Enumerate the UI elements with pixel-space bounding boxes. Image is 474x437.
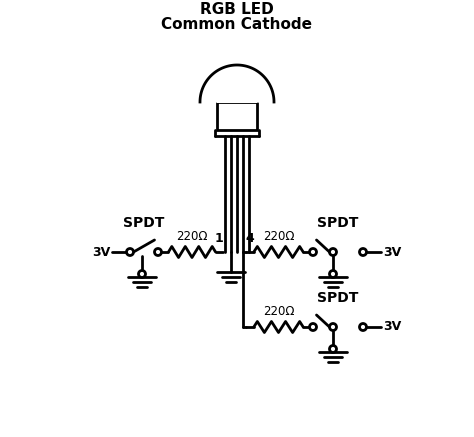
Text: 3V: 3V (92, 246, 110, 259)
Text: Common Cathode: Common Cathode (162, 17, 312, 32)
Text: 4: 4 (245, 232, 254, 245)
Circle shape (359, 249, 366, 256)
Text: SPDT: SPDT (123, 216, 164, 230)
Text: 3V: 3V (383, 320, 401, 333)
Circle shape (138, 271, 146, 277)
Text: 220Ω: 220Ω (263, 230, 294, 243)
Text: SPDT: SPDT (317, 216, 359, 230)
Text: 3V: 3V (383, 246, 401, 259)
Circle shape (127, 249, 134, 256)
Circle shape (329, 271, 337, 277)
Bar (217, 102, 257, 130)
Circle shape (329, 323, 337, 330)
Polygon shape (200, 65, 274, 102)
Text: RGB LED: RGB LED (200, 2, 274, 17)
Circle shape (329, 346, 337, 353)
Circle shape (359, 323, 366, 330)
Circle shape (329, 249, 337, 256)
Text: 220Ω: 220Ω (263, 305, 294, 318)
Text: 220Ω: 220Ω (176, 230, 208, 243)
Circle shape (310, 249, 317, 256)
Text: SPDT: SPDT (317, 291, 359, 305)
Text: 1: 1 (214, 232, 223, 245)
Circle shape (310, 323, 317, 330)
Circle shape (155, 249, 162, 256)
